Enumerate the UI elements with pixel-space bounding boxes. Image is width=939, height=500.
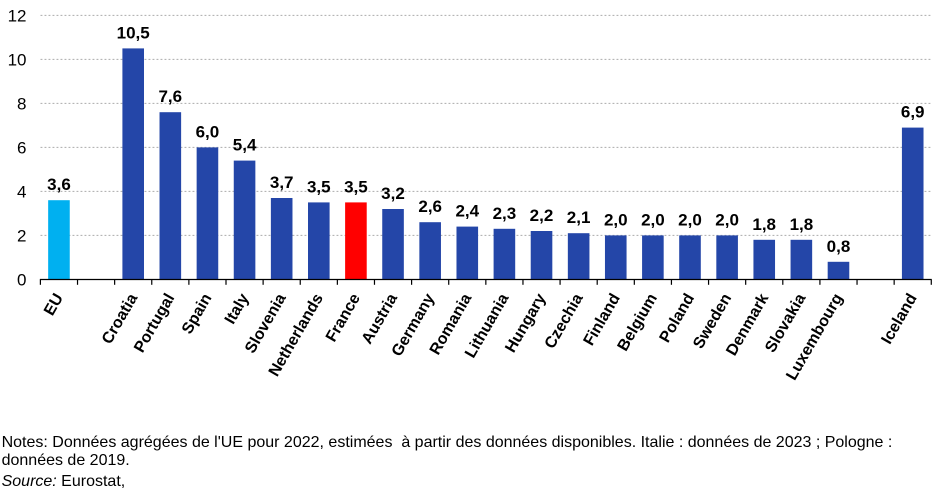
svg-text:2,2: 2,2 <box>530 206 554 225</box>
svg-text:2,6: 2,6 <box>418 197 442 216</box>
svg-text:3,5: 3,5 <box>307 177 331 196</box>
svg-text:7,6: 7,6 <box>158 87 182 106</box>
svg-text:6,9: 6,9 <box>901 103 925 122</box>
svg-text:3,2: 3,2 <box>381 184 405 203</box>
svg-text:2,1: 2,1 <box>567 208 591 227</box>
svg-text:10,5: 10,5 <box>117 23 150 42</box>
svg-text:6,0: 6,0 <box>196 122 220 141</box>
svg-text:1,8: 1,8 <box>752 215 776 234</box>
svg-text:10: 10 <box>8 50 27 69</box>
svg-text:2,0: 2,0 <box>715 210 739 229</box>
svg-text:2,0: 2,0 <box>641 210 665 229</box>
svg-text:2,3: 2,3 <box>493 204 517 223</box>
svg-text:8: 8 <box>17 94 26 113</box>
svg-text:5,4: 5,4 <box>233 136 257 155</box>
svg-text:1,8: 1,8 <box>790 215 814 234</box>
svg-text:0: 0 <box>17 270 26 289</box>
svg-text:0,8: 0,8 <box>827 237 851 256</box>
svg-text:2,0: 2,0 <box>604 210 628 229</box>
svg-text:2,0: 2,0 <box>678 210 702 229</box>
svg-text:4: 4 <box>17 182 26 201</box>
svg-text:12: 12 <box>8 6 27 25</box>
svg-text:3,7: 3,7 <box>270 173 294 192</box>
svg-text:6: 6 <box>17 138 26 157</box>
svg-text:2,4: 2,4 <box>455 202 479 221</box>
svg-text:2: 2 <box>17 226 26 245</box>
svg-text:3,5: 3,5 <box>344 177 368 196</box>
svg-text:3,6: 3,6 <box>47 175 71 194</box>
